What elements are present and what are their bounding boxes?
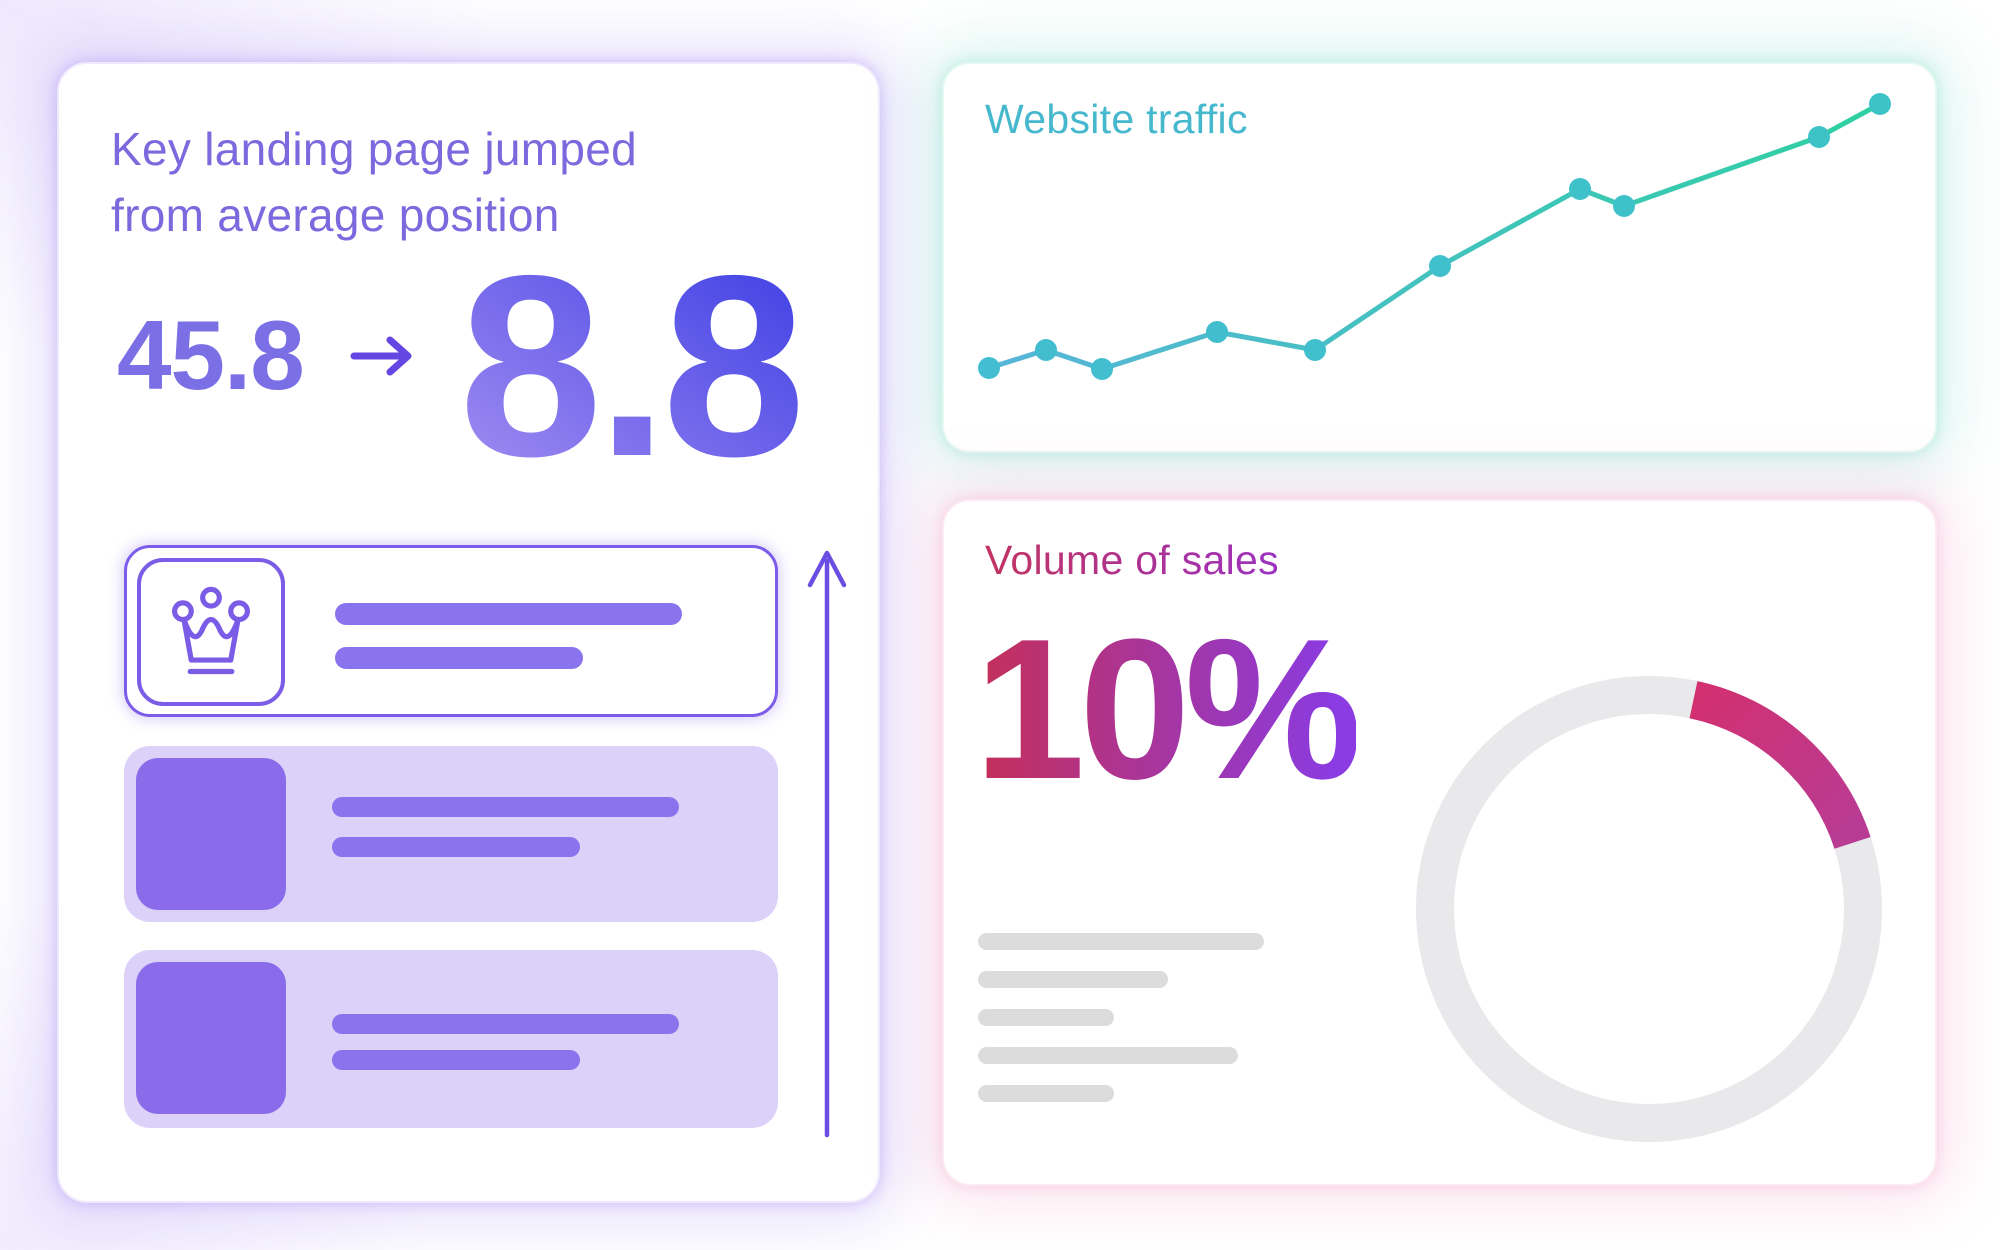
- rank-item-top: [124, 545, 778, 717]
- sales-percent-value: 10%: [974, 598, 1362, 821]
- website-traffic-card: Website traffic: [942, 62, 1937, 453]
- placeholder-text-bar: [332, 837, 580, 857]
- old-position-value: 45.8: [117, 300, 305, 410]
- placeholder-text-bar: [332, 1050, 580, 1070]
- placeholder-text-bar: [335, 647, 583, 669]
- position-jump-card: Key landing page jumped from average pos…: [57, 62, 880, 1203]
- placeholder-text-bar: [335, 603, 682, 625]
- sales-donut-chart: [1416, 676, 1882, 1142]
- rank-item: [124, 950, 778, 1128]
- traffic-line-chart: [978, 93, 1891, 380]
- right-arrow-icon: [350, 336, 412, 376]
- skeleton-text-bar: [978, 971, 1168, 988]
- position-card-title-line1: Key landing page jumped: [111, 123, 638, 175]
- crown-icon: [172, 586, 250, 675]
- position-card-title: Key landing page jumped from average pos…: [111, 116, 637, 248]
- thumbnail-square: [136, 758, 286, 910]
- skeleton-text-bar: [978, 1047, 1238, 1064]
- up-arrow-icon: [807, 550, 847, 1138]
- crown-icon-box: [137, 558, 285, 706]
- traffic-card-title: Website traffic: [985, 96, 1248, 142]
- placeholder-text-bar: [332, 797, 679, 817]
- skeleton-text-bar: [978, 933, 1264, 950]
- placeholder-text-bar: [332, 1014, 679, 1034]
- position-card-title-line2: from average position: [111, 189, 560, 241]
- skeleton-text-bar: [978, 1085, 1114, 1102]
- volume-of-sales-card: Volume of sales 10%: [942, 499, 1937, 1186]
- thumbnail-square: [136, 962, 286, 1114]
- sales-card-title: Volume of sales: [985, 537, 1279, 583]
- new-position-value: 8.8: [459, 221, 806, 510]
- skeleton-text-bar: [978, 1009, 1114, 1026]
- rank-item: [124, 746, 778, 922]
